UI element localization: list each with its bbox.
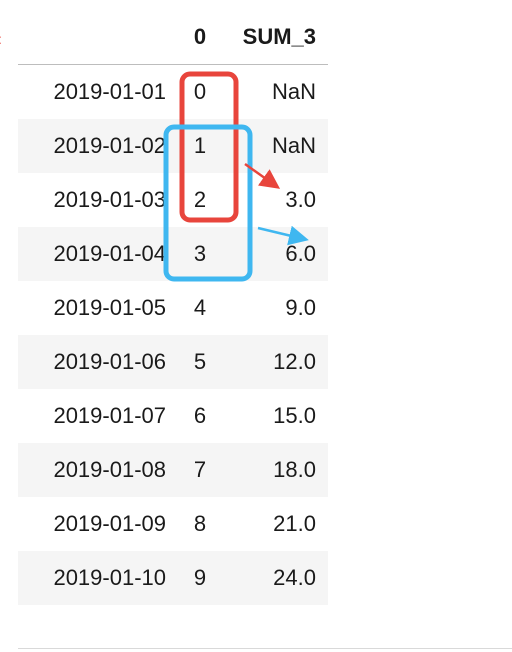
cell-col-0: 4 <box>193 295 207 320</box>
cell-sum3: NaN <box>271 133 316 158</box>
table-row: 2019-01-08 7 18.0 <box>18 443 328 497</box>
column-header-0: 0 <box>193 24 207 49</box>
cell-sum3: NaN <box>271 79 316 104</box>
cell-col-0: 0 <box>193 79 207 104</box>
cell-sum3: 6.0 <box>285 241 316 266</box>
row-index: 2019-01-05 <box>53 295 166 320</box>
cell-col-0: 8 <box>193 511 207 536</box>
table-row: 2019-01-06 5 12.0 <box>18 335 328 389</box>
row-index: 2019-01-09 <box>53 511 166 536</box>
cell-sum3: 3.0 <box>285 187 316 212</box>
cell-col-0: 7 <box>193 457 207 482</box>
row-index: 2019-01-02 <box>53 133 166 158</box>
row-index: 2019-01-04 <box>53 241 166 266</box>
cell-col-0: 9 <box>193 565 207 590</box>
table-row: 2019-01-01 0 NaN <box>18 65 328 119</box>
row-index: 2019-01-08 <box>53 457 166 482</box>
row-index: 2019-01-07 <box>53 403 166 428</box>
cell-sum3: 18.0 <box>273 457 316 482</box>
row-index: 2019-01-06 <box>53 349 166 374</box>
table-row: 2019-01-10 9 24.0 <box>18 551 328 605</box>
cell-col-0: 5 <box>193 349 207 374</box>
table-row: 2019-01-04 3 6.0 <box>18 227 328 281</box>
table-row: 2019-01-02 1 NaN <box>18 119 328 173</box>
cell-sum3: 12.0 <box>273 349 316 374</box>
cell-sum3: 21.0 <box>273 511 316 536</box>
row-index: 2019-01-10 <box>53 565 166 590</box>
row-index: 2019-01-03 <box>53 187 166 212</box>
edge-marker: : <box>0 32 4 46</box>
cell-col-0: 3 <box>193 241 207 266</box>
table-row: 2019-01-05 4 9.0 <box>18 281 328 335</box>
dataframe-table: 0 SUM_3 2019-01-01 0 NaN 2019-01-02 1 Na… <box>18 10 328 605</box>
cell-sum3: 15.0 <box>273 403 316 428</box>
table-row: 2019-01-07 6 15.0 <box>18 389 328 443</box>
cell-sum3: 24.0 <box>273 565 316 590</box>
cell-divider <box>18 648 512 649</box>
table-header: 0 SUM_3 <box>18 10 328 65</box>
cell-col-0: 2 <box>193 187 207 212</box>
row-index: 2019-01-01 <box>53 79 166 104</box>
column-header-sum3: SUM_3 <box>242 24 316 49</box>
table-row: 2019-01-03 2 3.0 <box>18 173 328 227</box>
table-row: 2019-01-09 8 21.0 <box>18 497 328 551</box>
cell-col-0: 6 <box>193 403 207 428</box>
cell-sum3: 9.0 <box>285 295 316 320</box>
cell-col-0: 1 <box>193 133 207 158</box>
